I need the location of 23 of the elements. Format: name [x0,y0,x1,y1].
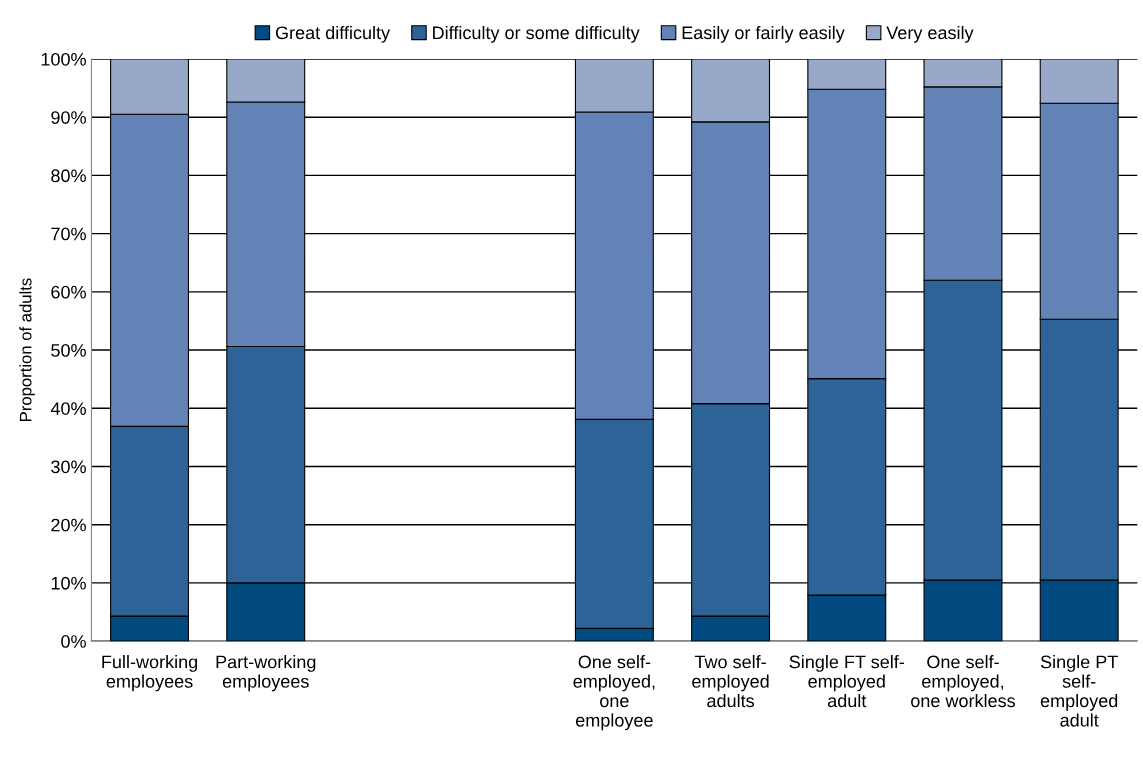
x-tick-label: Full-working employees [102,655,198,692]
y-tick-label: 60% [51,285,86,299]
y-tick-label: 20% [51,518,86,532]
y-tick-label: 80% [51,169,86,183]
x-tick-label: Part-working employees [216,655,316,692]
legend-label: Easily or fairly easily [682,25,845,43]
y-tick-label: 30% [51,460,86,474]
x-tick-label: Single PT self- employed adult [1040,655,1118,727]
x-tick-label: Two self- employed adults [692,655,769,708]
y-tick-label: 100% [41,52,86,66]
y-axis-title: Proportion of adults [19,278,35,421]
x-tick-label: One self- employed, one employee [573,655,655,731]
x-tick-label: Single FT self- employed adult [789,655,905,708]
y-tick-label: 40% [50,402,86,415]
x-tick-label: One self- employed, one workless [911,655,1016,708]
legend-label: Difficulty or some difficulty [433,25,640,43]
legend-label: Great difficulty [275,25,391,43]
legend-label: Very easily [886,25,974,43]
y-tick-label: 10% [51,576,86,590]
y-tick-label: 0% [61,635,86,648]
y-tick-label: 50% [51,344,86,357]
y-tick-label: 70% [51,227,86,241]
y-tick-label: 90% [51,111,86,124]
